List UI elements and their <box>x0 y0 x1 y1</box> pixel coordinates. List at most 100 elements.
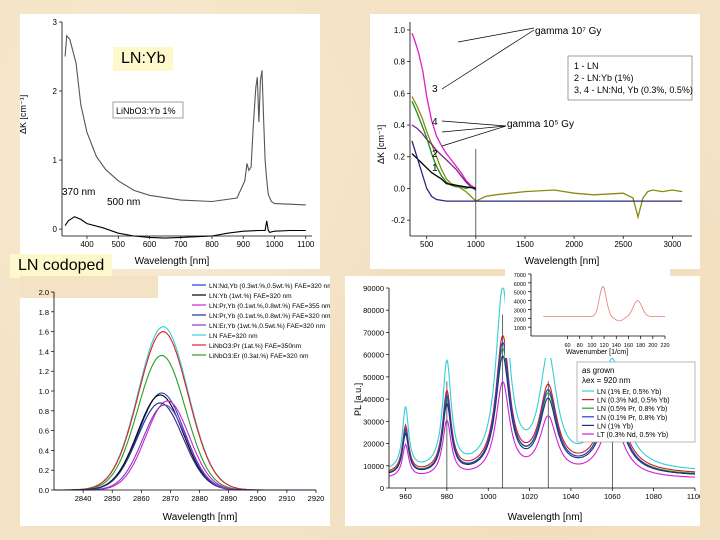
y-tick-label: 1.6 <box>39 328 49 337</box>
x-tick-label: 1040 <box>563 492 580 501</box>
panel-label-codoped: LN codoped <box>10 254 113 278</box>
y-tick-label: 2000 <box>514 317 526 323</box>
series-purple <box>411 124 477 191</box>
x-axis-label: Wavelength [nm] <box>135 256 210 267</box>
series-navy <box>54 402 316 491</box>
y-tick-label: 5000 <box>514 291 526 297</box>
x-tick-label: 140 <box>612 343 621 349</box>
y-tick-label: 1.4 <box>39 347 49 356</box>
x-tick-label: 100 <box>587 343 596 349</box>
x-tick-label: 700 <box>174 240 188 249</box>
x-tick-label: 2840 <box>75 494 92 503</box>
y-tick-label: 1000 <box>514 326 526 332</box>
x-tick-label: 2890 <box>220 494 237 503</box>
x-tick-label: 2000 <box>565 240 583 249</box>
y-tick-label: 1.2 <box>39 367 49 376</box>
legend-item: LN (0.5% Pr, 0.8% Yb) <box>597 406 667 413</box>
x-axis-label: Wavelength [nm] <box>163 512 238 523</box>
x-tick-label: 1100 <box>687 492 700 501</box>
chart-inset-wavenumber: 60 80 100 120 140 160 180 200 220 1000 2000 3000 400… <box>505 268 670 358</box>
series-gray <box>64 34 306 206</box>
y-tick-label: 0.2 <box>394 153 406 162</box>
legend-item: LT (0.3% Nd, 0.5% Yb) <box>597 432 668 439</box>
y-tick-label: 10000 <box>363 462 384 471</box>
x-tick-label: 160 <box>624 343 633 349</box>
legend-item-2: 2 - LN:Yb (1%) <box>574 73 634 83</box>
annotation-500: 500 nm <box>107 197 140 208</box>
y-tick-label: 0.4 <box>394 121 406 130</box>
legend-item: LN (1% Yb) <box>597 423 633 430</box>
x-tick-label: 2860 <box>133 494 150 503</box>
curve-label-3: 3 <box>432 84 438 95</box>
legend-item: LN (1% Er, 0.5% Yb) <box>597 389 661 396</box>
x-tick-label: 800 <box>205 240 219 249</box>
annotation-gamma5: gamma 10⁵ Gy <box>507 119 574 130</box>
y-tick-label: 30000 <box>363 417 384 426</box>
series-navy <box>388 354 696 475</box>
y-tick-label: 60000 <box>363 351 384 360</box>
legend-item: LN:Nd,Yb (0.3wt.%,0.5wt.%) FAE=320 nm <box>209 283 330 290</box>
series-black <box>64 216 306 239</box>
x-axis-label: Wavelength [nm] <box>525 256 600 267</box>
y-tick-label: 0 <box>380 484 384 493</box>
x-tick-label: 220 <box>660 343 669 349</box>
curve-label-2: 2 <box>432 149 438 160</box>
series-magenta <box>411 32 477 189</box>
y-tick-label: 0 <box>53 225 58 234</box>
legend-item: LiNbO3:Pr (1at.%) FAE=350nm <box>209 343 302 350</box>
y-tick-label: 90000 <box>363 284 384 293</box>
x-tick-label: 1500 <box>516 240 534 249</box>
x-tick-label: 60 <box>564 343 570 349</box>
legend-item: LN:Yb (1wt.%) FAE=320 nm <box>209 293 292 300</box>
y-axis-label: ΔK [cm⁻¹] <box>20 95 28 134</box>
annotation-370: 370 nm <box>62 187 95 198</box>
x-tick-label: 980 <box>441 492 454 501</box>
y-axis-label: ΔK [cm⁻¹] <box>376 125 386 164</box>
series-magenta <box>54 400 316 491</box>
chart-absorption-gamma: 500 1000 1500 2000 2500 3000 -0.2 0.0 0.2 0.4 0.6 0… <box>370 14 700 269</box>
series-inset <box>543 285 665 322</box>
y-tick-label: 0.0 <box>394 184 406 193</box>
y-tick-label: 0.2 <box>39 466 49 475</box>
annotation-gamma7: gamma 10⁷ Gy <box>535 26 601 37</box>
y-tick-label: 0.0 <box>39 486 49 495</box>
legend-subtitle: λex = 920 nm <box>582 376 631 385</box>
y-tick-label: 50000 <box>363 373 384 382</box>
y-tick-label: 1 <box>53 156 58 165</box>
x-tick-label: 1000 <box>467 240 485 249</box>
series-cyan <box>388 287 696 470</box>
series-olive <box>411 96 683 220</box>
legend-item: LiNbO3:Er (0.3at.%) FAE=320 nm <box>209 353 309 360</box>
y-tick-label: -0.2 <box>391 216 405 225</box>
y-tick-label: 1.8 <box>39 308 49 317</box>
legend-title: as grown <box>582 366 614 375</box>
y-tick-label: 0.8 <box>394 58 406 67</box>
legend-item: LN:Pr,Yb (0.1wt.%,0.8wt.%) FAE=320 nm <box>209 313 330 320</box>
x-tick-label: 1020 <box>521 492 538 501</box>
chart-oh-absorption: 2840 2850 2860 2870 2880 2890 2900 2910 2920 0.0 0… <box>20 276 330 526</box>
y-tick-label: 2.0 <box>39 288 49 297</box>
x-tick-label: 80 <box>577 343 583 349</box>
x-tick-label: 2880 <box>191 494 208 503</box>
legend-item-3: 3, 4 - LN:Nd, Yb (0.3%, 0.5%) <box>574 85 693 95</box>
series-blue <box>388 341 696 475</box>
x-tick-label: 1060 <box>604 492 621 501</box>
x-axis-label: Wavelength [nm] <box>508 512 583 523</box>
panel-label-lnyb: LN:Yb <box>113 47 174 71</box>
x-tick-label: 180 <box>636 343 645 349</box>
series-black <box>411 153 476 190</box>
legend-item: LN FAE=320 nm <box>209 333 258 340</box>
x-tick-label: 2910 <box>279 494 296 503</box>
x-tick-label: 600 <box>143 240 157 249</box>
series-violet <box>54 404 316 491</box>
x-tick-label: 1000 <box>480 492 497 501</box>
series-red <box>388 334 695 473</box>
x-tick-label: 2500 <box>614 240 632 249</box>
curve-label-4: 4 <box>432 117 438 128</box>
legend-item: LN:Er,Yb (1wt.%,0.5wt.%) FAE=320 nm <box>209 323 325 330</box>
y-tick-label: 1.0 <box>394 26 406 35</box>
y-tick-label: 2 <box>53 87 58 96</box>
y-tick-label: 20000 <box>363 440 384 449</box>
x-tick-label: 3000 <box>663 240 681 249</box>
y-tick-label: 0.6 <box>39 427 49 436</box>
